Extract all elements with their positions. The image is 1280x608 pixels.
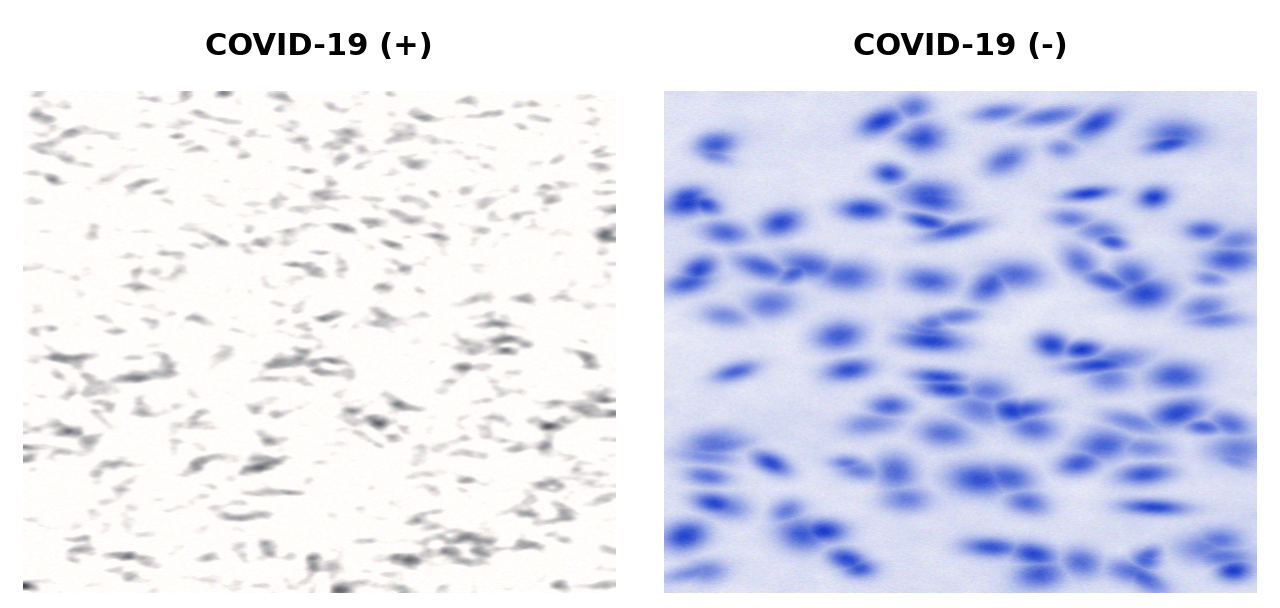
Text: COVID-19 (-): COVID-19 (-): [854, 32, 1068, 61]
Text: COVID-19 (+): COVID-19 (+): [206, 32, 433, 61]
